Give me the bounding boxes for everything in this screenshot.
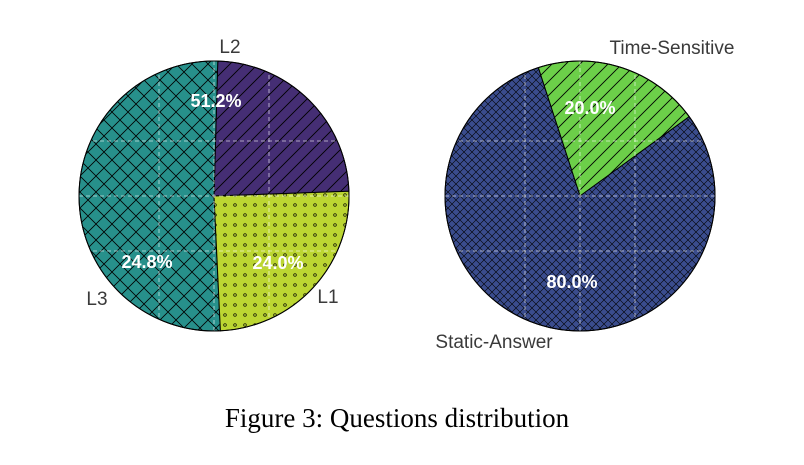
pie-outline	[444, 60, 716, 332]
slice-label-l2: L2	[219, 37, 240, 58]
slice-label-time-sensitive: Time-Sensitive	[610, 38, 735, 59]
slice-label-l1: L1	[317, 287, 338, 308]
figure-caption: Figure 3: Questions distribution	[225, 403, 570, 433]
pie-outline	[78, 60, 350, 332]
slice-percent-time-sensitive: 20.0%	[564, 98, 615, 118]
slice-percent-l2: 51.2%	[190, 91, 241, 111]
pie-slice-hatch-l1	[213, 60, 350, 197]
slice-label-l3: L3	[86, 289, 107, 310]
grid-lines	[79, 61, 349, 331]
slice-label-static-answer: Static-Answer	[435, 332, 553, 353]
grid-lines	[445, 61, 715, 331]
slice-percent-static-answer: 80.0%	[546, 272, 597, 292]
pie-chart-answer-types: Time-Sensitive 20.0% Static-Answer 80.0%	[435, 38, 734, 353]
slice-percent-l1: 24.0%	[252, 253, 303, 273]
slice-percent-l3: 24.8%	[121, 252, 172, 272]
pie-chart-difficulty-levels: L1 24.0% L2 51.2% L3 24.8%	[78, 37, 350, 332]
